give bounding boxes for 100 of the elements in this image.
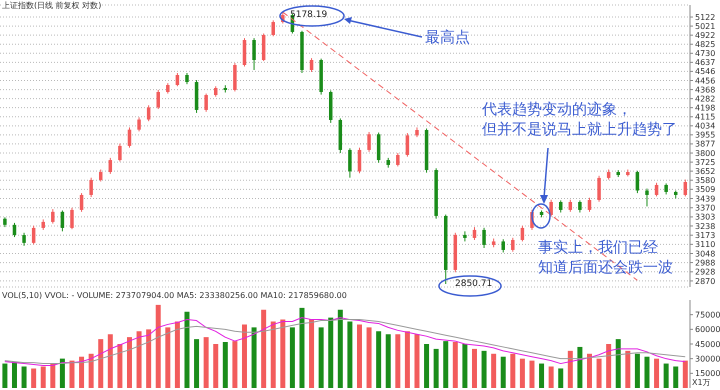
candlestick (51, 208, 55, 224)
bar (232, 341, 238, 388)
bar (414, 334, 420, 388)
bar (404, 331, 410, 388)
bar (434, 348, 439, 388)
bar (146, 329, 152, 388)
y-tick-label: 3800 (695, 148, 716, 158)
bar (79, 356, 84, 388)
y-tick-label: 3303 (695, 212, 716, 222)
annotation: 代表趋势变动的迹象， (482, 100, 632, 120)
candlestick (568, 199, 572, 212)
bar (366, 327, 372, 388)
bar (356, 324, 362, 388)
bar (376, 331, 382, 388)
annotation: 但并不是说马上就上升趋势了 (482, 120, 677, 140)
bar (126, 337, 132, 388)
y-tick-label: 3173 (695, 231, 716, 240)
candlestick (128, 126, 132, 148)
bar (50, 364, 56, 388)
bar (520, 358, 525, 388)
bar (299, 308, 304, 388)
bar (443, 341, 448, 388)
y-tick-label: 4637 (695, 58, 716, 68)
y-tick-label: 3439 (695, 194, 716, 204)
candlestick (70, 207, 74, 230)
y-tick-label: 3877 (695, 140, 716, 149)
candlestick (348, 148, 352, 178)
y-tick-label: 3048 (695, 249, 716, 258)
y-tick-label: 2928 (695, 268, 716, 277)
bar (673, 366, 678, 388)
y-tick-label: 5122 (695, 12, 716, 22)
bar (117, 344, 122, 388)
annotation: 知道后面还会跌一波 (538, 258, 673, 278)
y-tick-label: 2988 (695, 258, 716, 268)
candlestick (406, 132, 410, 158)
bar (386, 334, 391, 388)
bar (347, 322, 352, 388)
candlestick (463, 230, 467, 242)
y-tick-label: 3725 (695, 158, 716, 167)
bar (644, 356, 650, 388)
bar (596, 358, 602, 388)
candlestick (367, 131, 371, 152)
candlestick (156, 89, 160, 110)
y-tick-label: 15000 (695, 369, 720, 378)
bar (136, 331, 142, 388)
bar (309, 320, 314, 388)
annotation: 最高点 (425, 28, 470, 48)
bar (156, 304, 161, 388)
bar (424, 344, 430, 388)
candlestick (146, 104, 150, 122)
y-tick-label: 4825 (695, 40, 716, 50)
bar (338, 310, 343, 388)
candlestick (558, 200, 562, 214)
candlestick (98, 169, 102, 182)
y-tick-label: 2870 (695, 276, 716, 286)
candlestick (118, 143, 122, 162)
bar (69, 360, 74, 388)
bar (606, 344, 612, 388)
bar (472, 348, 477, 388)
y-tick-label: 3238 (695, 222, 716, 231)
annotation: 2850.71 (455, 279, 492, 291)
bar (194, 339, 200, 388)
bar (252, 327, 257, 388)
bar (577, 346, 582, 388)
y-tick-label: 45000 (695, 340, 720, 349)
candlestick (108, 157, 112, 174)
candlestick (271, 20, 275, 37)
candlestick (310, 58, 314, 72)
y-tick-label: 30000 (695, 354, 720, 364)
y-tick-label: 4730 (695, 49, 716, 58)
candlestick (166, 82, 170, 94)
candlestick (80, 192, 84, 212)
candlestick (3, 216, 7, 228)
candlestick (549, 199, 553, 218)
bar (31, 368, 36, 388)
bar (328, 318, 334, 388)
text: X1万 (692, 378, 711, 388)
bar (625, 350, 630, 388)
y-tick-label: 3955 (695, 130, 716, 140)
bar (529, 360, 534, 388)
y-tick-label: 4282 (695, 94, 716, 104)
candlestick (645, 188, 649, 207)
candlestick (396, 152, 400, 167)
candlestick (137, 116, 141, 132)
y-tick-label: 3652 (695, 166, 716, 176)
y-tick-label: 5021 (695, 22, 716, 31)
candlestick (60, 210, 64, 232)
bar (539, 364, 544, 388)
candlestick (606, 169, 610, 180)
bar (261, 310, 266, 388)
candlestick (664, 182, 668, 195)
bar (174, 322, 180, 388)
candlestick (520, 225, 524, 242)
chart-title: VOL(5,10) VVOL: - VOLUME: 273707904.00 MA5: 233380256.00 MA10: 217859680.00 (2, 291, 347, 300)
candlestick (204, 93, 208, 112)
y-tick-label: 3370 (695, 204, 716, 213)
bar (510, 354, 516, 388)
bar (654, 358, 660, 388)
candlestick (22, 232, 26, 246)
bar (98, 339, 104, 388)
